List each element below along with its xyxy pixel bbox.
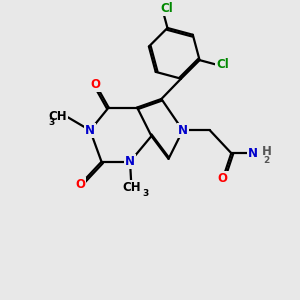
Text: Cl: Cl xyxy=(160,2,173,15)
Text: N: N xyxy=(125,155,135,168)
Text: Cl: Cl xyxy=(216,58,229,71)
Text: N: N xyxy=(85,124,95,137)
Text: O: O xyxy=(75,178,85,191)
Text: O: O xyxy=(91,78,101,91)
Text: 3: 3 xyxy=(142,189,149,198)
Text: N: N xyxy=(178,124,188,137)
Text: O: O xyxy=(218,172,228,185)
Text: CH: CH xyxy=(122,181,141,194)
Text: 3: 3 xyxy=(48,118,54,127)
Text: 2: 2 xyxy=(263,156,269,165)
Text: H: H xyxy=(261,145,271,158)
Text: CH: CH xyxy=(49,110,67,123)
Text: N: N xyxy=(248,147,258,160)
